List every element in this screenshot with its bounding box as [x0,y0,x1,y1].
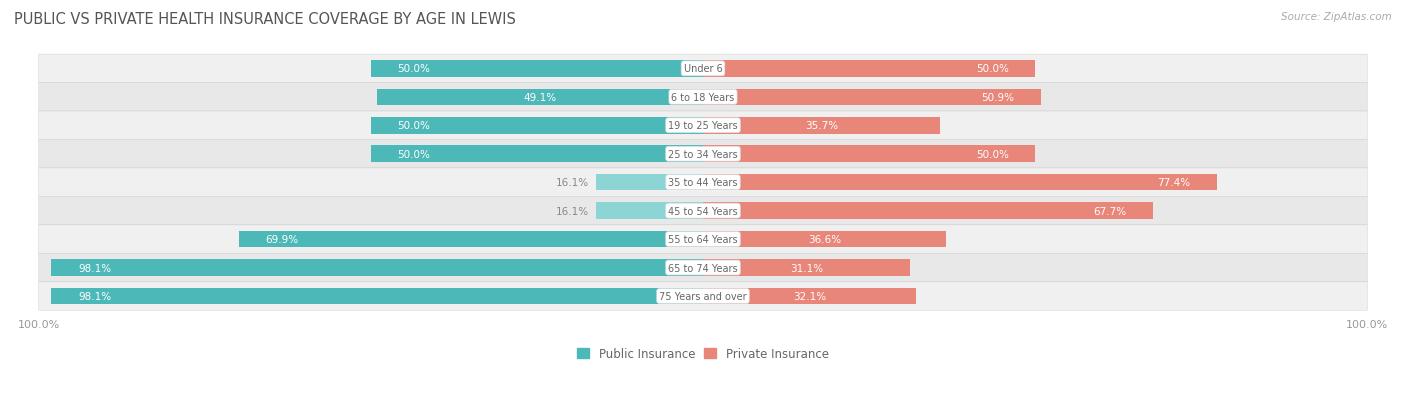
Text: 35 to 44 Years: 35 to 44 Years [668,178,738,188]
Bar [703,260,910,276]
Bar [703,146,1035,163]
Text: 19 to 25 Years: 19 to 25 Years [668,121,738,131]
Bar [52,288,703,304]
Text: 50.0%: 50.0% [976,150,1008,159]
Legend: Public Insurance, Private Insurance: Public Insurance, Private Insurance [572,342,834,365]
Bar [703,118,941,134]
FancyBboxPatch shape [39,140,1367,169]
Text: 50.9%: 50.9% [981,93,1015,102]
FancyBboxPatch shape [39,83,1367,112]
Bar [596,203,703,219]
Text: 45 to 54 Years: 45 to 54 Years [668,206,738,216]
Text: 75 Years and over: 75 Years and over [659,291,747,301]
Text: 16.1%: 16.1% [557,206,589,216]
Bar [596,174,703,191]
FancyBboxPatch shape [39,55,1367,83]
Bar [703,174,1218,191]
Text: 50.0%: 50.0% [398,150,430,159]
Text: 49.1%: 49.1% [523,93,557,102]
Bar [371,61,703,77]
Text: Under 6: Under 6 [683,64,723,74]
Bar [703,288,917,304]
Bar [52,260,703,276]
Bar [703,203,1153,219]
Text: 69.9%: 69.9% [266,235,298,244]
FancyBboxPatch shape [39,169,1367,197]
FancyBboxPatch shape [39,197,1367,225]
Text: 67.7%: 67.7% [1092,206,1126,216]
Bar [239,231,703,248]
FancyBboxPatch shape [39,112,1367,140]
Text: 50.0%: 50.0% [398,121,430,131]
Bar [371,146,703,163]
FancyBboxPatch shape [39,254,1367,282]
Text: Source: ZipAtlas.com: Source: ZipAtlas.com [1281,12,1392,22]
Text: 98.1%: 98.1% [77,263,111,273]
FancyBboxPatch shape [39,225,1367,254]
Text: 32.1%: 32.1% [793,291,827,301]
Bar [377,89,703,106]
Text: 31.1%: 31.1% [790,263,823,273]
Text: 77.4%: 77.4% [1157,178,1191,188]
Bar [703,61,1035,77]
Text: 16.1%: 16.1% [557,178,589,188]
Text: 55 to 64 Years: 55 to 64 Years [668,235,738,244]
Bar [703,231,946,248]
FancyBboxPatch shape [39,282,1367,311]
Text: 50.0%: 50.0% [398,64,430,74]
Text: 65 to 74 Years: 65 to 74 Years [668,263,738,273]
Text: 25 to 34 Years: 25 to 34 Years [668,150,738,159]
Bar [371,118,703,134]
Text: PUBLIC VS PRIVATE HEALTH INSURANCE COVERAGE BY AGE IN LEWIS: PUBLIC VS PRIVATE HEALTH INSURANCE COVER… [14,12,516,27]
Text: 36.6%: 36.6% [808,235,841,244]
Text: 98.1%: 98.1% [77,291,111,301]
Text: 35.7%: 35.7% [806,121,838,131]
Text: 50.0%: 50.0% [976,64,1008,74]
Bar [703,89,1040,106]
Text: 6 to 18 Years: 6 to 18 Years [672,93,734,102]
